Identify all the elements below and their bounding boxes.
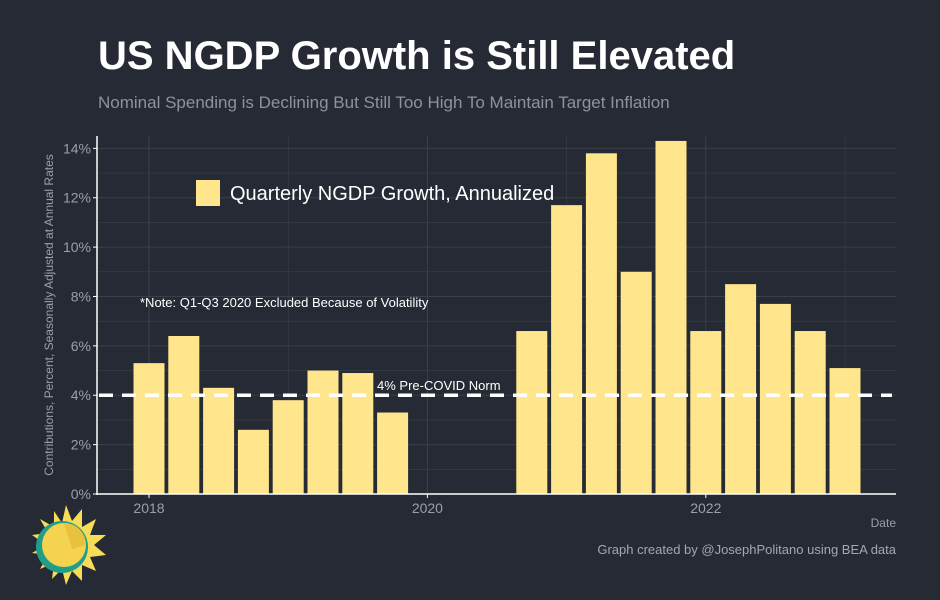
y-tick-label: 10% <box>63 239 91 255</box>
bar <box>794 331 826 494</box>
bar <box>133 363 165 494</box>
bar <box>620 271 652 494</box>
bar <box>759 303 791 494</box>
chart-title: US NGDP Growth is Still Elevated <box>98 34 736 78</box>
bar <box>725 284 757 494</box>
bar <box>377 412 409 494</box>
y-tick-label: 2% <box>71 437 91 453</box>
bar <box>307 370 339 494</box>
x-tick-label: 2022 <box>690 500 721 516</box>
bar <box>237 429 269 494</box>
bar <box>272 400 304 494</box>
reference-line-label: 4% Pre-COVID Norm <box>377 378 501 393</box>
x-axis-label: Date <box>871 516 897 530</box>
x-tick-label: 2020 <box>412 500 443 516</box>
y-tick-label: 6% <box>71 338 91 354</box>
bar <box>168 335 200 494</box>
legend-swatch <box>196 180 220 206</box>
source-caption: Graph created by @JosephPolitano using B… <box>597 542 896 557</box>
legend-label: Quarterly NGDP Growth, Annualized <box>230 183 554 205</box>
chart-subtitle: Nominal Spending is Declining But Still … <box>98 93 670 112</box>
bar <box>551 205 583 494</box>
y-tick-label: 8% <box>71 288 91 304</box>
sun-icon <box>24 503 108 592</box>
y-tick-label: 0% <box>71 486 91 502</box>
note-annotation: *Note: Q1-Q3 2020 Excluded Because of Vo… <box>140 295 429 310</box>
bar <box>655 140 687 494</box>
bar <box>585 153 617 494</box>
y-axis-label: Contributions, Percent, Seasonally Adjus… <box>42 154 56 476</box>
bar <box>203 387 235 494</box>
y-tick-label: 12% <box>63 190 91 206</box>
bar <box>342 373 374 494</box>
bar <box>690 331 722 494</box>
bar <box>829 368 861 494</box>
y-tick-label: 14% <box>63 140 91 156</box>
y-tick-label: 4% <box>71 387 91 403</box>
bar <box>516 331 548 494</box>
x-tick-label: 2018 <box>133 500 164 516</box>
